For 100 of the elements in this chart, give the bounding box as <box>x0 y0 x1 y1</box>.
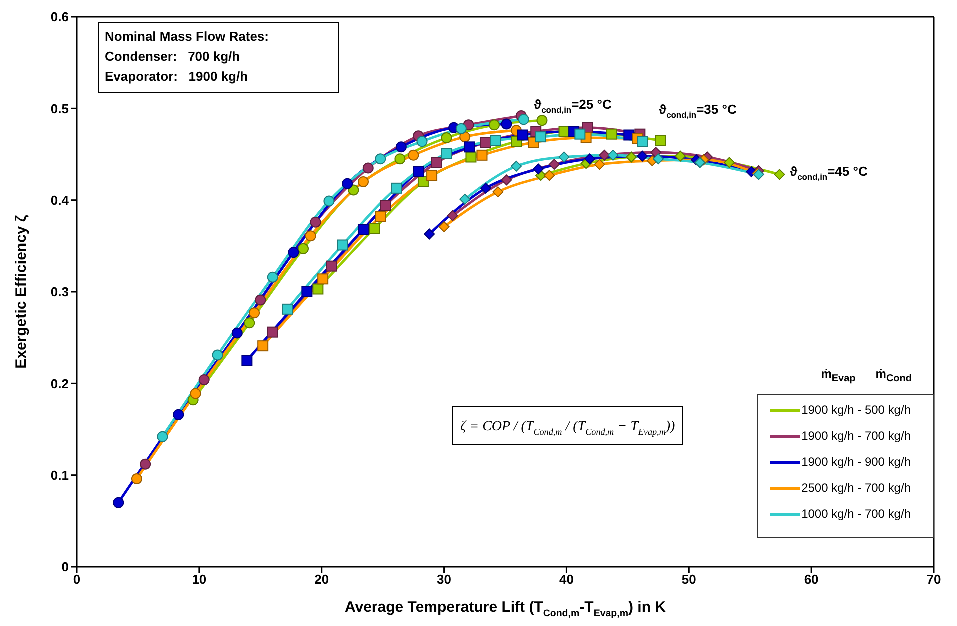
point <box>441 148 452 160</box>
point <box>480 182 492 194</box>
point <box>232 328 243 339</box>
point <box>342 178 354 190</box>
point <box>190 388 202 400</box>
point <box>558 152 570 163</box>
annotation: ϑ$_{cond,in}$=25 °C <box>534 97 612 115</box>
point <box>375 211 386 222</box>
legend-label: 1900 kg/h - 500 kg/h <box>802 403 911 417</box>
point <box>267 272 278 283</box>
point <box>492 186 504 198</box>
point <box>488 120 500 131</box>
point <box>456 123 467 134</box>
x-tick-label: 0 <box>73 572 81 588</box>
point <box>198 374 210 386</box>
point <box>501 118 512 130</box>
point <box>426 170 438 182</box>
x-tick-label: 70 <box>926 572 942 588</box>
point <box>375 154 386 165</box>
y-tick-label: 0.5 <box>50 101 69 116</box>
point <box>131 474 142 484</box>
text: ṁ$_{Evap}$ ṁ$_{Cond}$ <box>821 366 912 384</box>
point <box>288 247 300 258</box>
legend-label: 1000 kg/h - 700 kg/h <box>802 507 911 521</box>
point <box>318 274 329 285</box>
x-tick-label: 10 <box>192 572 207 588</box>
point <box>416 136 428 148</box>
point <box>518 114 530 126</box>
y-tick-label: 0.2 <box>50 376 69 392</box>
annotation: ϑ$_{cond,in}$=35 °C <box>659 102 738 120</box>
point <box>242 355 253 366</box>
x-tick-label: 30 <box>437 572 452 588</box>
point <box>584 154 596 165</box>
point <box>369 223 380 234</box>
point <box>362 162 374 174</box>
point <box>358 176 369 188</box>
point <box>249 308 260 319</box>
point <box>694 157 706 168</box>
point <box>511 160 522 172</box>
x-tick-label: 20 <box>314 572 330 588</box>
point <box>431 157 442 168</box>
point <box>424 228 436 240</box>
formula-box: ζ = COP / (T$_{Cond,m}$ / (T$_{Cond,m}$ − T$_{Evap,m}$)) <box>452 406 684 446</box>
point <box>533 164 544 175</box>
point <box>413 166 424 178</box>
y-tick-label: 0.4 <box>50 192 70 208</box>
point <box>212 350 224 361</box>
point <box>599 150 610 161</box>
point <box>305 230 316 242</box>
point <box>464 142 476 153</box>
point <box>337 240 348 251</box>
point <box>548 159 560 170</box>
point <box>267 326 278 338</box>
y-tick-label: 0.1 <box>50 468 69 483</box>
point <box>574 128 586 140</box>
y-axis-title: Exergetic Efficiency ζ <box>13 215 30 369</box>
point <box>326 260 338 272</box>
x-tick-label: 60 <box>804 572 819 588</box>
point <box>460 194 471 205</box>
point <box>637 136 648 148</box>
point <box>391 182 402 194</box>
legend-label: 2500 kg/h - 700 kg/h <box>802 481 911 495</box>
point <box>408 150 420 161</box>
point <box>358 224 369 236</box>
point <box>380 200 392 212</box>
x-tick-label: 40 <box>559 572 574 588</box>
point <box>348 184 360 196</box>
point <box>594 159 606 170</box>
point <box>140 458 152 470</box>
point <box>258 340 269 352</box>
point <box>113 497 124 508</box>
point <box>608 150 619 161</box>
annotation: ϑ$_{cond,in}$=45 °C <box>790 164 868 182</box>
point <box>476 150 488 161</box>
point <box>396 142 407 153</box>
point <box>544 170 556 182</box>
point <box>536 132 547 143</box>
point <box>536 115 548 126</box>
point <box>637 150 648 162</box>
point <box>438 221 450 232</box>
point <box>282 304 294 315</box>
point <box>447 210 458 222</box>
point <box>310 216 322 228</box>
point <box>255 294 266 306</box>
annotation: Nominal Mass Flow Rates: Condenser: 700 kg/h Evaporator: 1900 kg/h <box>105 29 269 84</box>
point <box>517 130 528 141</box>
y-tick-label: 0 <box>62 560 69 575</box>
point <box>653 154 664 165</box>
point <box>157 431 168 442</box>
y-tick-label: 0.3 <box>50 284 69 300</box>
point <box>244 318 256 329</box>
point <box>490 135 502 146</box>
legend-label: 1900 kg/h - 900 kg/h <box>802 455 911 469</box>
text-box: Nominal Mass Flow Rates: Condenser: 700 kg/h Evaporator: 1900 kg/h <box>98 22 340 94</box>
point <box>441 132 452 144</box>
point <box>466 152 477 163</box>
point <box>606 128 618 140</box>
point <box>312 284 324 295</box>
point <box>302 286 313 298</box>
legend-label: 1900 kg/h - 700 kg/h <box>802 429 911 443</box>
